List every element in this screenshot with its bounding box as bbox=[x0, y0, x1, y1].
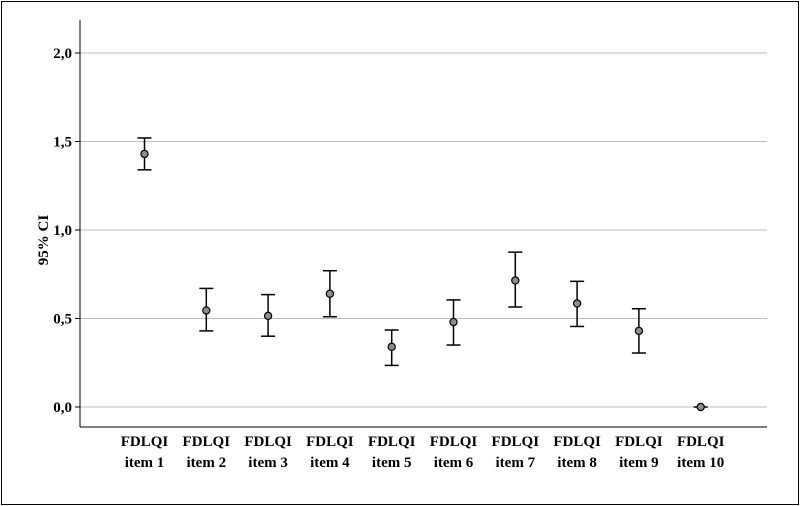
error-bar-3 bbox=[261, 293, 276, 337]
y-tick-label-2: 1,0 bbox=[53, 223, 72, 239]
error-bar-8 bbox=[570, 280, 585, 328]
mean-point-2 bbox=[202, 306, 211, 315]
x-category-label-3: FDLQI item 3 bbox=[244, 434, 292, 471]
error-bar-10 bbox=[693, 402, 708, 412]
y-axis-label: 95% CI bbox=[36, 215, 52, 266]
x-category-label-7: FDLQI item 7 bbox=[492, 434, 540, 471]
y-tick-label-4: 2,0 bbox=[53, 46, 72, 62]
x-category-line1: FDLQI bbox=[615, 434, 663, 450]
grid-lines bbox=[75, 52, 767, 408]
mean-point-5 bbox=[387, 342, 396, 352]
mean-point-3 bbox=[263, 311, 273, 321]
error-bar-2 bbox=[199, 287, 214, 332]
x-category-line1: FDLQI bbox=[121, 434, 169, 450]
x-category-label-5: FDLQI item 5 bbox=[368, 434, 416, 471]
mean-point-4 bbox=[325, 289, 335, 298]
x-category-line2: item 8 bbox=[557, 455, 597, 471]
mean-point-7 bbox=[511, 276, 520, 285]
x-category-line2: item 5 bbox=[372, 455, 412, 471]
y-tick-labels: 0,0 0,5 1,0 1,5 2,0 bbox=[53, 46, 72, 416]
x-category-line1: FDLQI bbox=[553, 434, 601, 450]
error-bars bbox=[137, 137, 708, 412]
x-category-line2: item 4 bbox=[310, 455, 350, 471]
x-category-label-2: FDLQI item 2 bbox=[183, 434, 231, 471]
axes bbox=[79, 20, 767, 428]
y-tick-label-1: 0,5 bbox=[53, 312, 72, 328]
x-category-line1: FDLQI bbox=[306, 434, 354, 450]
mean-point-8 bbox=[572, 299, 582, 308]
mean-point-1 bbox=[140, 149, 149, 159]
x-category-line2: item 7 bbox=[496, 455, 536, 471]
error-bar-5 bbox=[384, 329, 399, 367]
mean-point-9 bbox=[634, 326, 644, 336]
y-tick-label-0: 0,0 bbox=[53, 400, 72, 416]
x-category-line1: FDLQI bbox=[677, 434, 725, 450]
x-category-line1: FDLQI bbox=[244, 434, 292, 450]
mean-point-6 bbox=[449, 317, 458, 327]
x-category-label-6: FDLQI item 6 bbox=[430, 434, 478, 471]
x-category-line2: item 2 bbox=[187, 455, 227, 471]
x-category-line1: FDLQI bbox=[492, 434, 540, 450]
x-category-line1: FDLQI bbox=[430, 434, 478, 450]
error-bar-6 bbox=[446, 299, 461, 346]
x-category-line2: item 10 bbox=[677, 455, 724, 471]
x-category-line1: FDLQI bbox=[368, 434, 416, 450]
x-category-label-8: FDLQI item 8 bbox=[553, 434, 601, 471]
error-bar-9 bbox=[631, 308, 646, 354]
x-category-labels: FDLQI item 1 FDLQI item 2 FDLQI item 3 FDLQI it… bbox=[121, 434, 725, 471]
x-category-label-9: FDLQI item 9 bbox=[615, 434, 663, 471]
x-category-label-4: FDLQI item 4 bbox=[306, 434, 354, 471]
y-tick-label-3: 1,5 bbox=[53, 135, 72, 151]
mean-point-10 bbox=[696, 402, 705, 412]
error-bar-4 bbox=[322, 269, 337, 318]
x-category-line2: item 3 bbox=[248, 455, 288, 471]
x-category-line2: item 9 bbox=[619, 455, 659, 471]
x-category-label-10: FDLQI item 10 bbox=[677, 434, 725, 471]
x-category-line2: item 6 bbox=[434, 455, 474, 471]
x-category-label-1: FDLQI item 1 bbox=[121, 434, 169, 471]
x-category-line1: FDLQI bbox=[183, 434, 231, 450]
error-bar-1 bbox=[137, 137, 152, 171]
x-category-line2: item 1 bbox=[125, 455, 165, 471]
error-bar-7 bbox=[508, 251, 523, 308]
